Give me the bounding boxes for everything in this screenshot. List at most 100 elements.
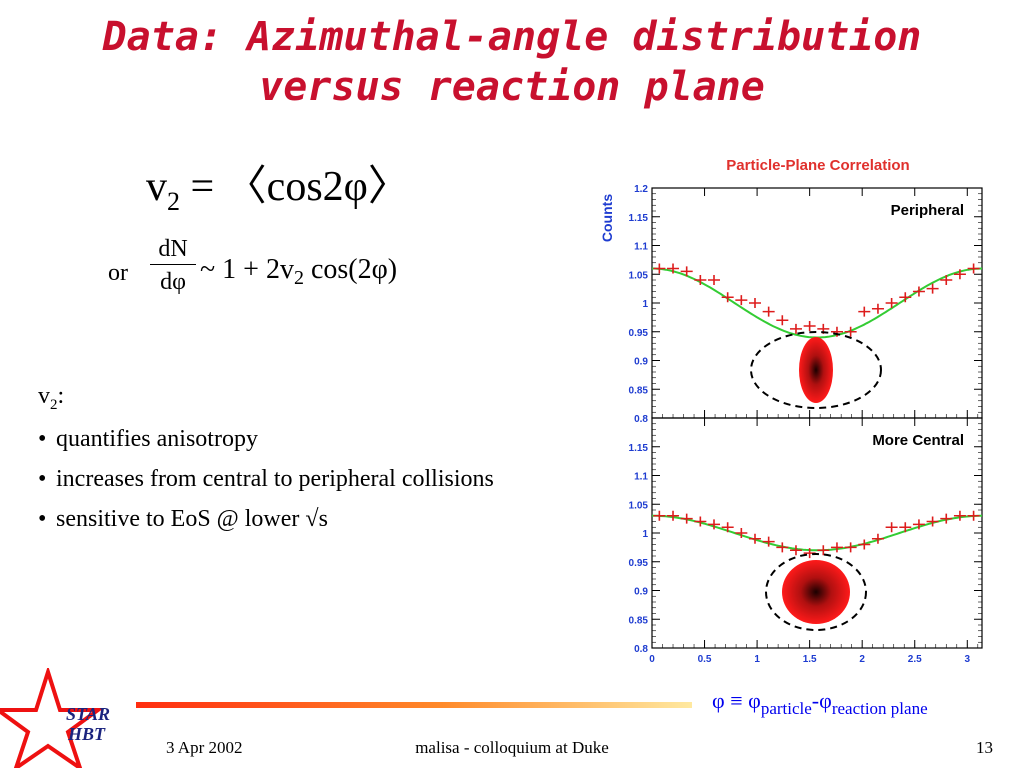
y-tick-label: 1.15 — [629, 213, 649, 224]
logo-line-2: HBT — [67, 724, 106, 744]
data-point — [885, 298, 898, 308]
bullet-text: quantifies anisotropy — [56, 426, 258, 452]
bullet-marker: • — [38, 426, 47, 452]
phi-def-sub-reaction-plane: reaction plane — [831, 699, 928, 718]
y-tick-label: 1.15 — [629, 443, 649, 454]
data-point — [721, 292, 734, 303]
title-line-2: versus reaction plane — [259, 64, 765, 110]
data-point — [926, 516, 939, 527]
data-point — [858, 539, 871, 550]
data-point — [871, 533, 884, 544]
data-point — [680, 513, 693, 524]
data-point — [667, 263, 680, 274]
data-point — [885, 522, 898, 533]
fit-curve — [652, 514, 982, 552]
x-axis-labels: 0 0.5 1 1.5 2 2.5 3 — [649, 654, 970, 665]
x-tick-label: 0 — [649, 654, 655, 665]
y-tick-label: 1 — [642, 299, 648, 310]
y-tick-label: 0.85 — [629, 615, 649, 626]
fit-curve — [652, 267, 983, 339]
data-point — [858, 306, 871, 317]
data-point — [708, 275, 721, 285]
footer-date: 3 Apr 2002 — [166, 738, 243, 757]
data-point — [912, 286, 925, 297]
data-point — [817, 545, 830, 556]
y-tick-label: 1.05 — [629, 270, 649, 281]
x-tick-label: 2.5 — [908, 654, 922, 665]
data-point — [926, 283, 939, 294]
bullets-header-sub: 2 — [50, 397, 58, 413]
y-tick-label: 0.85 — [629, 385, 649, 396]
data-point — [708, 519, 721, 530]
chart-title: Particle-Plane Correlation — [726, 157, 909, 174]
data-point — [776, 315, 789, 326]
slide-title: Data: Azimuthal-angle distribution versu… — [0, 12, 1024, 112]
phi-def-sub-particle: particle — [760, 699, 812, 718]
data-point — [803, 321, 816, 331]
title-line-1: Data: Azimuthal-angle distribution — [102, 14, 922, 60]
data-point — [762, 536, 775, 547]
y-tick-label: 1.2 — [634, 184, 648, 195]
x-tick-label: 0.5 — [698, 654, 712, 665]
y-tick-label: 0.9 — [634, 357, 648, 368]
data-point — [789, 323, 802, 334]
data-point — [953, 269, 966, 280]
bullets-header-tail: : — [57, 383, 65, 409]
eq2-denominator: dφ — [160, 269, 186, 295]
central-overlap-illustration — [765, 553, 867, 631]
eq2-rhs-pre: ~ 1 + 2v — [200, 254, 294, 285]
footer-rule — [136, 702, 692, 708]
data-point — [830, 542, 843, 553]
data-point — [735, 295, 748, 306]
y-tick-label: 0.95 — [629, 558, 649, 569]
bullet-item: • increases from central to peripheral co… — [38, 459, 494, 499]
panel-label: Peripheral — [891, 202, 964, 219]
data-point — [830, 326, 843, 337]
x-tick-label: 1 — [754, 654, 760, 665]
footer-center: malisa - colloquium at Duke — [415, 738, 609, 757]
chart-y-axis-label: Counts — [599, 194, 615, 242]
x-tick-label: 3 — [965, 654, 971, 665]
phi-def-part-b: -φ — [811, 688, 832, 713]
data-point — [653, 263, 666, 274]
data-point — [653, 510, 666, 521]
data-point — [899, 522, 912, 533]
particle-plane-correlation-chart: Particle-Plane Correlation Counts 0.80.8… — [599, 157, 983, 665]
data-point — [953, 510, 966, 521]
bullet-item: • sensitive to EoS @ lower √s — [38, 499, 494, 539]
eq2-rhs: ~ 1 + 2v2 cos(2φ) — [200, 254, 398, 289]
panel-label: More Central — [872, 432, 964, 449]
logo-line-1: STAR — [66, 704, 110, 724]
bullets-header-main: v — [38, 383, 50, 409]
star-hbt-logo: STAR HBT — [0, 668, 110, 768]
data-point — [694, 516, 707, 527]
bullets-header: v2: — [38, 376, 494, 419]
chart-panel-peripheral: 0.8 0.85 0.9 0.95 1 1.05 1.1 1.15 1.2 Peripheral — [629, 184, 983, 425]
data-point — [680, 266, 693, 277]
peripheral-overlap-illustration — [750, 331, 882, 409]
data-point — [967, 263, 980, 274]
x-tick-label: 2 — [859, 654, 865, 665]
eq1-lhs: v — [146, 164, 167, 210]
data-point — [667, 510, 680, 521]
eq1-rhs: = 〈cos2φ〉 — [180, 164, 410, 210]
y-tick-label: 0.95 — [629, 328, 649, 339]
data-point — [940, 513, 953, 524]
bullet-marker: • — [38, 466, 47, 492]
y-tick-label: 1.1 — [634, 242, 648, 253]
y-tick-label: 1.1 — [634, 472, 648, 483]
bullet-marker: • — [38, 506, 47, 532]
data-point — [899, 292, 912, 303]
data-point — [912, 519, 925, 530]
y-tick-label: 1.05 — [629, 500, 649, 511]
y-tick-label: 1 — [642, 529, 648, 540]
star-logo-icon — [0, 668, 105, 768]
y-tick-label: 0.9 — [634, 587, 648, 598]
data-point — [789, 545, 802, 556]
eq2-rhs-post: cos(2φ) — [303, 254, 398, 285]
phi-def-part-a: φ ≡ φ — [712, 688, 761, 713]
data-point — [694, 275, 707, 285]
data-point — [844, 542, 857, 553]
data-point — [762, 306, 775, 317]
bullet-text: sensitive to EoS @ lower √s — [56, 506, 328, 532]
